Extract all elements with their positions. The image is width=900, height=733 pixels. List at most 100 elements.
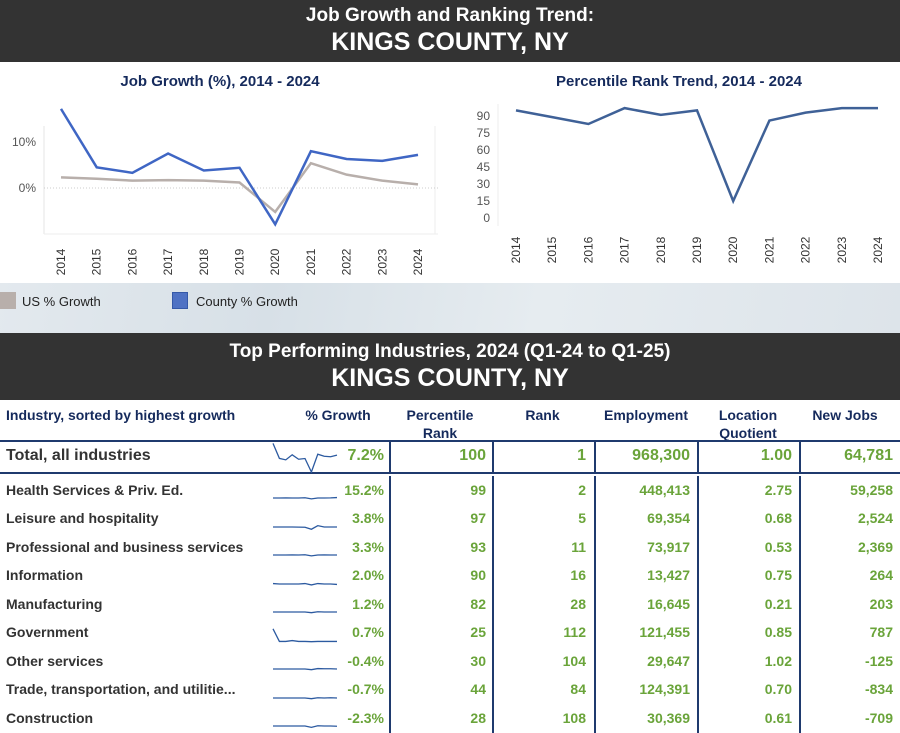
new-jobs-value: -709 [864,709,893,726]
growth-value: 7.2% [347,447,384,465]
growth-sparkline [273,554,337,557]
table-header-divider [0,440,900,442]
employment-value: 30,369 [647,709,690,726]
sparkline-path [273,725,338,729]
y-tick-label: 45 [477,160,491,174]
industry-name[interactable]: Leisure and hospitality [6,510,159,527]
growth-value: 3.3% [352,538,384,555]
rank-chart-title: Percentile Rank Trend, 2014 - 2024 [556,73,802,90]
column-divider [799,476,801,733]
location-quotient-value: 2.75 [764,481,792,498]
percentile-rank-value: 90 [470,567,486,584]
y-tick-label: 90 [477,109,491,123]
percentile-rank-value: 97 [470,510,486,527]
industry-name[interactable]: Construction [6,709,94,726]
growth-value: 15.2% [344,481,384,498]
column-divider [492,476,494,733]
sparkline-path [273,696,338,699]
growth-value: 2.0% [352,567,384,584]
header-county: KINGS COUNTY, NY [331,28,569,56]
industry-name[interactable]: Trade, transportation, and utilitie... [6,681,236,698]
col-header-new-jobs[interactable]: New Jobs [812,407,878,423]
x-tick-label: 2022 [799,236,813,263]
header-banner: Job Growth and Ranking Trend: KINGS COUN… [0,0,900,62]
sparkline-path [272,628,337,642]
employment-value: 69,354 [647,510,690,527]
rank-line [515,106,878,205]
job-growth-chart-title: Job Growth (%), 2014 - 2024 [120,73,320,90]
growth-sparkline [272,628,337,642]
location-quotient-value: 0.85 [764,624,792,641]
col-header-growth[interactable]: % Growth [305,407,371,423]
y-tick-label: 15 [477,194,491,208]
x-tick-label: 2018 [654,236,668,263]
industry-name[interactable]: Government [6,624,89,641]
employment-value: 448,413 [639,481,690,498]
sparkline-path [273,496,338,500]
col-header-rank[interactable]: Rank [525,407,560,423]
col-header-percentile-rank[interactable]: Percentile Rank [406,407,474,441]
rank-value: 112 [563,624,586,641]
industries-county: KINGS COUNTY, NY [331,364,569,392]
x-tick-label: 2019 [690,236,704,263]
us-growth-swatch [0,292,16,309]
sparkline-path [272,582,338,586]
industries-banner: Top Performing Industries, 2024 (Q1-24 t… [0,333,900,400]
rank-value: 108 [562,709,586,726]
rank-value: 28 [570,595,586,612]
growth-value: 1.2% [352,595,384,612]
x-tick-label: 2015 [90,248,104,275]
industry-name[interactable]: Manufacturing [6,595,103,612]
sparkline-path [273,524,337,530]
industries-title: Top Performing Industries, 2024 (Q1-24 t… [229,341,671,362]
x-tick-label: 2023 [835,236,849,263]
industry-name[interactable]: Professional and business services [6,538,244,555]
industry-name[interactable]: Total, all industries [6,447,151,465]
industry-name[interactable]: Other services [6,652,104,669]
percentile-rank-value: 44 [470,681,486,698]
percentile-rank-value: 82 [470,595,486,612]
column-divider [697,476,699,733]
column-divider [594,440,596,474]
growth-value: -0.4% [347,652,384,669]
rank-value: 5 [578,510,586,527]
job-growth-chart: 0% 10% 2014 2015 2016 2017 2018 2019 2020 2021 202… [12,108,438,275]
x-tick-label: 2024 [871,236,885,263]
col-header-location-quotient[interactable]: Location Quotient [718,407,778,441]
growth-sparkline [273,696,338,699]
industry-name[interactable]: Health Services & Priv. Ed. [6,481,184,498]
col-header-industry[interactable]: Industry, sorted by highest growth [6,407,236,423]
rank-value: 84 [570,681,586,698]
employment-value: 121,455 [639,624,690,641]
chart-legend: US % Growth County % Growth [0,283,900,333]
x-tick-label: 2023 [375,248,389,275]
employment-value: 29,647 [647,652,690,669]
x-tick-label: 2014 [54,248,68,275]
growth-value: 0.7% [352,624,384,641]
y-tick-label: 0% [19,181,37,195]
x-tick-label: 2020 [268,248,282,275]
location-quotient-value: 0.75 [764,567,792,584]
location-quotient-value: 1.02 [764,652,792,669]
new-jobs-value: 64,781 [844,447,893,465]
growth-sparkline [273,725,338,729]
percentile-rank-chart: 0 15 30 45 60 75 90 2014 2015 2016 2017 2018 2019 202… [477,104,885,263]
rank-value: 104 [562,652,586,669]
y-tick-label: 10% [12,135,36,149]
industry-name[interactable]: Information [6,567,83,584]
y-tick-label: 0 [483,211,490,225]
new-jobs-value: 59,258 [850,481,893,498]
county-growth-swatch [172,292,188,309]
header-subtitle: Job Growth and Ranking Trend: [305,5,595,26]
sparkline-path [273,667,338,671]
percentile-rank-value: 99 [470,481,486,498]
percentile-rank-value: 25 [470,624,486,641]
col-header-employment[interactable]: Employment [603,407,688,423]
employment-value: 968,300 [632,447,690,465]
employment-value: 73,917 [647,538,690,555]
y-tick-label: 60 [477,143,491,157]
column-divider [594,476,596,733]
new-jobs-value: 2,524 [857,510,893,527]
x-tick-label: 2016 [125,248,139,275]
x-tick-label: 2017 [618,236,632,263]
